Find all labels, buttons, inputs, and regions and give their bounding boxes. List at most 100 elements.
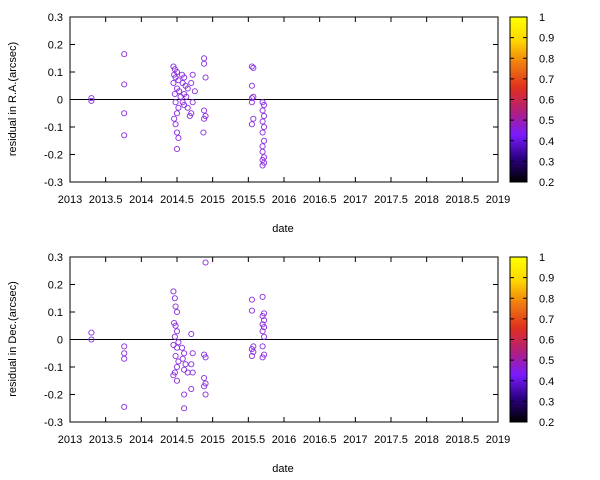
ra-data-point — [186, 112, 193, 120]
dec-data-point — [121, 350, 128, 357]
dec-data-point — [173, 308, 181, 316]
dec-x-tick-label: 2015.5 — [232, 434, 266, 446]
ra-colorbar-tick-label: 0.6 — [539, 95, 554, 107]
dec-data-point — [248, 296, 255, 303]
dec-data-point — [173, 377, 181, 384]
ra-y-tick-label: 0.3 — [48, 12, 63, 24]
ra-x-tick-label: 2017.5 — [374, 194, 408, 206]
dec-data-point — [121, 403, 128, 410]
ra-colorbar-tick-label: 0.9 — [539, 33, 554, 45]
dec-y-tick-label: -0.2 — [44, 390, 63, 402]
ra-data-point — [172, 99, 179, 106]
dec-x-tick-label: 2014 — [129, 434, 153, 446]
dec-data-point — [171, 333, 178, 340]
dec-data-point — [202, 259, 209, 266]
dec-data-point — [181, 405, 188, 412]
dec-colorbar-tick-label: 0.4 — [539, 376, 554, 388]
dec-data-point — [202, 391, 209, 398]
ra-data-point — [88, 97, 95, 104]
ra-data-point — [260, 123, 268, 131]
ra-x-tick-label: 2019 — [486, 194, 510, 206]
dec-data-point — [260, 333, 268, 340]
ra-data-point — [170, 79, 177, 87]
dec-data-point — [88, 336, 95, 343]
ra-y-tick-label: -0.2 — [44, 150, 63, 162]
dec-data-point — [188, 330, 195, 338]
dec-x-tick-label: 2014.5 — [160, 434, 194, 446]
ra-data-point — [259, 118, 266, 125]
dec-data-point — [121, 355, 128, 362]
ra-data-point — [173, 68, 181, 76]
ra-data-point — [121, 132, 128, 139]
dec-data-point — [173, 344, 181, 351]
ra-data-point — [260, 137, 268, 144]
dec-y-tick-label: -0.1 — [44, 362, 63, 374]
dec-data-point — [259, 313, 266, 320]
ra-x-axis-title: date — [272, 223, 293, 235]
dec-data-point — [260, 317, 268, 324]
ra-y-tick-label: -0.1 — [44, 122, 63, 134]
ra-data-point — [259, 107, 266, 114]
ra-colorbar-tick-label: 1 — [539, 12, 545, 24]
dec-y-tick-label: 0 — [57, 335, 63, 347]
dec-x-tick-label: 2018 — [414, 434, 438, 446]
dec-data-point — [179, 355, 186, 362]
dec-data-point — [175, 339, 182, 346]
ra-x-tick-label: 2015.5 — [232, 194, 266, 206]
dec-y-tick-label: 0.3 — [48, 252, 63, 264]
ra-data-point — [202, 74, 209, 81]
dec-data-point — [170, 372, 177, 379]
ra-x-tick-label: 2018.5 — [446, 194, 480, 206]
dec-data-point — [201, 374, 208, 382]
dec-data-point — [171, 295, 178, 302]
ra-data-point — [173, 129, 181, 136]
dec-residual-chart: 2013 2013.5 2014 2014.5 2015 2015.5 2016 2016.5… — [7, 252, 554, 475]
dec-y-tick-label: 0.1 — [48, 307, 63, 319]
ra-colorbar-tick-label: 0.5 — [539, 115, 554, 127]
dec-colorbar-tick-label: 0.6 — [539, 335, 554, 347]
dec-data-point — [189, 369, 196, 376]
ra-x-tick-label: 2017 — [343, 194, 367, 206]
dec-data-point — [181, 391, 188, 398]
dec-data-point — [248, 352, 255, 360]
dec-y-tick-label: -0.3 — [44, 417, 63, 429]
ra-data-point — [175, 134, 182, 142]
ra-data-point — [173, 110, 181, 117]
ra-x-tick-label: 2013.5 — [89, 194, 123, 206]
ra-data-point — [260, 112, 268, 120]
ra-x-tick-label: 2016 — [272, 194, 296, 206]
ra-data-point — [201, 115, 208, 122]
ra-data-point — [250, 93, 257, 100]
ra-data-point — [173, 145, 181, 153]
dec-x-tick-label: 2013 — [58, 434, 82, 446]
dec-data-point — [202, 354, 209, 361]
dec-x-tick-label: 2016 — [272, 434, 296, 446]
dec-x-tick-label: 2013.5 — [89, 434, 123, 446]
dec-data-point — [188, 385, 195, 393]
ra-data-point — [259, 148, 266, 155]
ra-data-point — [183, 93, 190, 100]
dec-colorbar-tick-label: 0.9 — [539, 273, 554, 285]
ra-data-point — [200, 129, 207, 136]
dec-x-tick-label: 2018.5 — [446, 434, 480, 446]
ra-data-point — [176, 88, 183, 95]
dec-colorbar-tick-label: 0.3 — [539, 396, 554, 408]
ra-points — [88, 51, 268, 169]
ra-y-tick-labels: -0.3 -0.2 -0.1 0 0.1 0.2 0.3 — [44, 12, 63, 189]
ra-data-point — [248, 95, 255, 102]
ra-data-point — [201, 107, 208, 114]
ra-data-point — [184, 85, 191, 92]
dec-data-point — [175, 358, 182, 365]
dec-data-point — [178, 344, 186, 351]
dec-data-point — [259, 328, 266, 335]
dec-data-point — [248, 307, 255, 314]
ra-x-tick-label: 2018 — [414, 194, 438, 206]
dec-y-tick-label: 0.2 — [48, 280, 63, 292]
dec-colorbar-tick-label: 0.7 — [539, 314, 554, 326]
ra-data-point — [250, 64, 257, 71]
ra-data-point — [188, 79, 195, 87]
dec-colorbar-tick-label: 0.2 — [539, 417, 554, 429]
ra-data-point — [121, 51, 128, 58]
dec-data-point — [260, 324, 268, 331]
ra-data-point — [88, 95, 95, 102]
